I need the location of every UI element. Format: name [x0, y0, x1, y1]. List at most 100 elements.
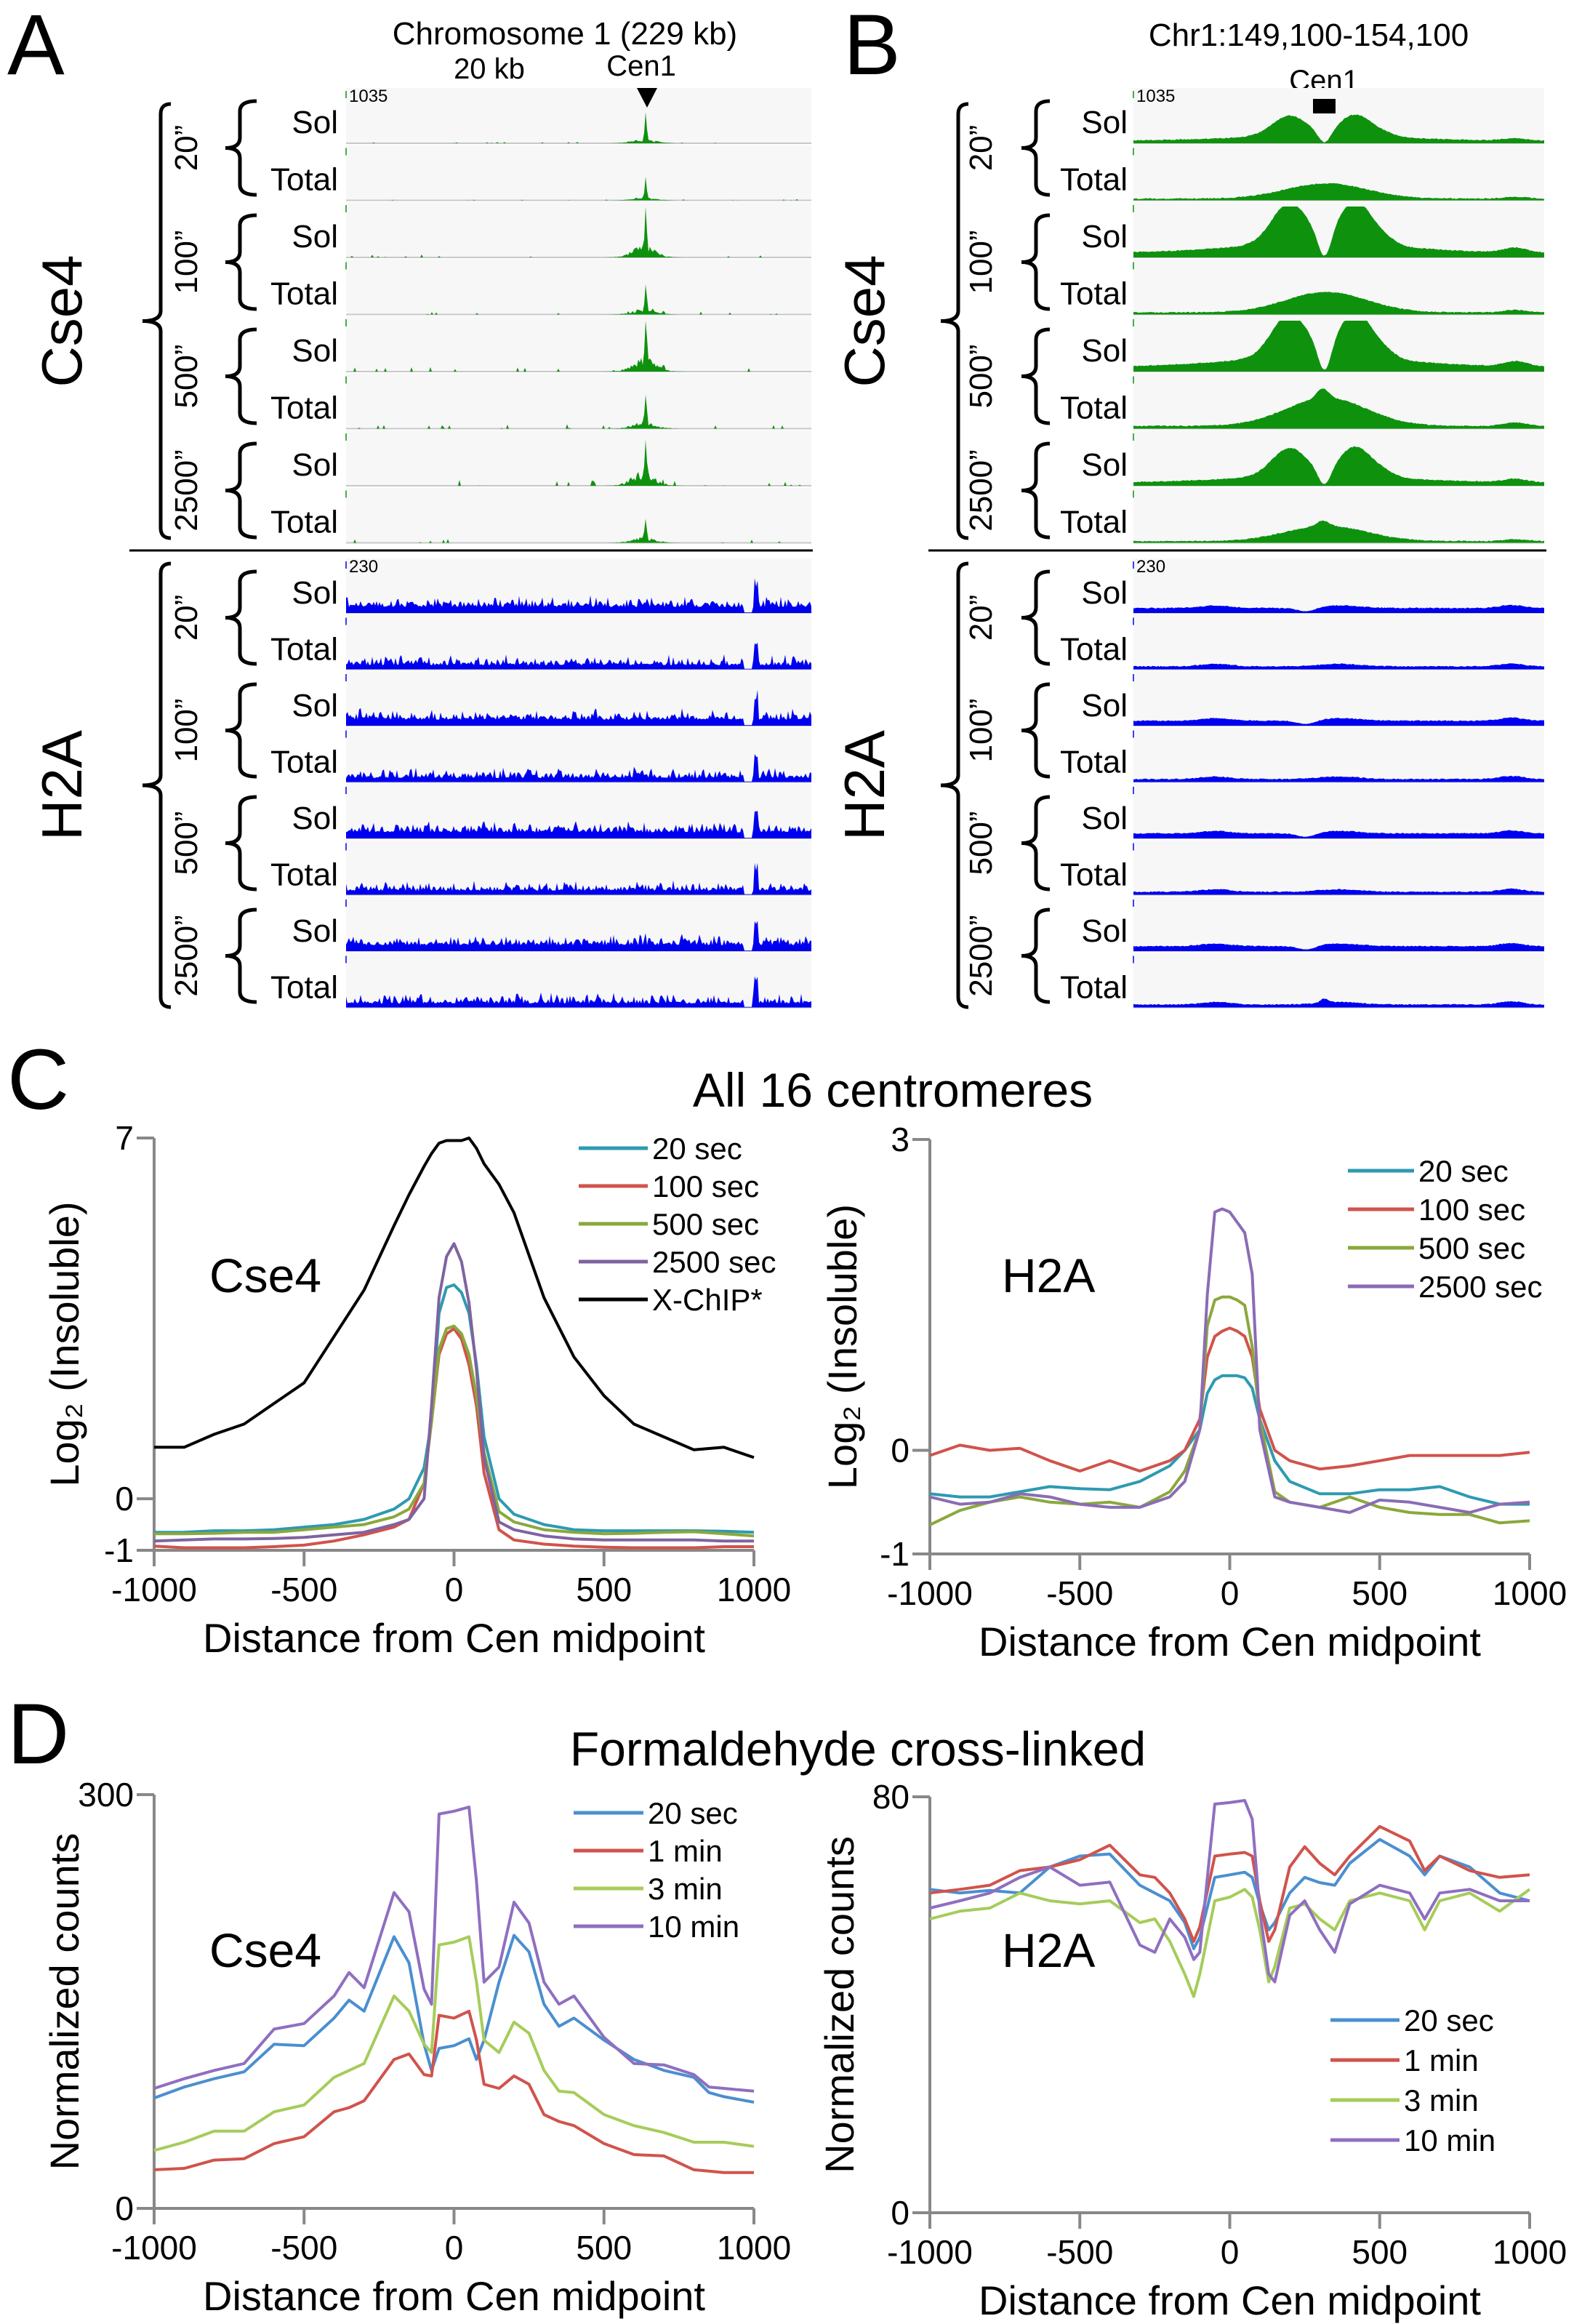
track-h2a-sol: Sol [292, 897, 811, 952]
y-tick-label: -1 [880, 1535, 910, 1573]
y-tick-label: 80 [872, 1778, 910, 1816]
fraction-label: Sol [1081, 575, 1128, 611]
time-brace [1021, 213, 1051, 311]
track-cse4-total: Total [270, 487, 811, 544]
series-line-20-sec [153, 1934, 755, 2104]
data-range-label: 230 [1136, 557, 1165, 577]
track-background [346, 202, 811, 257]
track-cse4-sol: Sol [1081, 316, 1544, 372]
time-brace [1021, 99, 1051, 197]
track-background [346, 373, 811, 429]
legend-item-100-sec: 100 sec [1348, 1193, 1525, 1227]
x-tick-label: -1000 [887, 2233, 973, 2271]
series-line-1-min [929, 1824, 1530, 1943]
track-background [346, 145, 811, 201]
track-background [346, 430, 811, 486]
coverage-track [346, 810, 811, 838]
chart-protein-label: Cse4 [209, 1249, 321, 1302]
fraction-label: Total [1060, 276, 1128, 312]
legend-label: 1 min [1404, 2043, 1479, 2077]
x-tick-label: 500 [576, 1571, 632, 1608]
track-h2a-total: Total [1060, 727, 1544, 783]
legend-label: 2500 sec [1418, 1270, 1542, 1304]
time-brace [225, 99, 257, 197]
track-background [346, 316, 811, 372]
track-background [346, 614, 811, 670]
track-h2a-sol: Sol [1081, 671, 1544, 726]
legend-label: 100 sec [1418, 1193, 1525, 1227]
legend-item-20-sec: 20 sec [579, 1131, 742, 1166]
coverage-track [1133, 830, 1544, 838]
coverage-track [346, 578, 811, 613]
chart-c-cse4: -1000 -500 0 500 1000 -1 0 7 Distance from Cen m… [41, 1119, 791, 1661]
group-label: H2A [832, 730, 896, 841]
legend-item-3-min: 3 min [1330, 2083, 1479, 2117]
track-h2a-sol: Sol [292, 671, 811, 726]
group-brace [142, 102, 172, 540]
series-line-1-min [153, 2009, 754, 2174]
fraction-label: Total [1060, 970, 1128, 1006]
x-tick-label: -500 [270, 2229, 337, 2267]
legend-item-500-sec: 500 sec [579, 1207, 759, 1241]
data-range-label: 1035 [349, 87, 388, 106]
x-tick-label: -500 [1046, 1574, 1113, 1612]
fraction-label: Sol [1081, 688, 1128, 724]
panel-c-insoluble-profiles: C All 16 centromeres [7, 1032, 1093, 1128]
legend-label: X-ChIP* [652, 1283, 763, 1317]
track-background [346, 727, 811, 782]
coverage-track [1133, 388, 1544, 429]
series-line-3-min [153, 1935, 755, 2152]
time-brace [1021, 441, 1051, 540]
x-tick-label: -500 [270, 1571, 337, 1608]
y-tick-label: 3 [891, 1121, 910, 1158]
time-label: 2500” [169, 449, 204, 532]
track-h2a-sol: Sol [292, 558, 811, 614]
track-group-cse4: Sol Total Sol Total Sol Total Sol Total 1035 Cse4… [832, 87, 1544, 544]
series-line-10-min [929, 1799, 1530, 1984]
x-tick-label: 500 [1352, 2233, 1408, 2271]
legend-item-10-min: 10 min [1330, 2123, 1495, 2157]
x-axis-title: Distance from Cen midpoint [203, 2273, 705, 2319]
legend-item-2500-sec: 2500 sec [1348, 1270, 1542, 1304]
fraction-label: Total [1060, 745, 1128, 780]
y-tick-label: 0 [115, 2189, 134, 2227]
panel-a-genome-tracks: A Chromosome 1 (229 kb) 20 kb Cen1 Sol To… [7, 0, 813, 1009]
fraction-label: Sol [292, 105, 338, 140]
x-tick-label: -1000 [887, 1574, 973, 1612]
panel-letter-c: C [7, 1032, 69, 1128]
centromere-marker-triangle [637, 88, 657, 108]
legend-label: 20 sec [1404, 2003, 1494, 2037]
time-brace [225, 327, 257, 425]
data-range-label: 1035 [1136, 87, 1175, 106]
scale-bar-label: 20 kb [454, 53, 525, 85]
coverage-track [346, 689, 811, 726]
track-group-cse4: Sol Total Sol Total Sol Total Sol Total 1035 Cse4… [30, 87, 811, 544]
coverage-track [1133, 446, 1544, 486]
fraction-label: Sol [1081, 801, 1128, 836]
fraction-label: Total [270, 276, 338, 312]
track-h2a-total: Total [1060, 614, 1544, 670]
group-brace [940, 102, 969, 540]
fraction-label: Total [270, 745, 338, 780]
x-axis-title: Distance from Cen midpoint [979, 2277, 1481, 2323]
legend-label: 20 sec [1418, 1154, 1509, 1188]
y-tick-label: -1 [104, 1531, 134, 1569]
legend-item-10-min: 10 min [574, 1910, 739, 1944]
track-cse4-sol: Sol [292, 430, 811, 486]
fraction-label: Total [270, 162, 338, 198]
coverage-track [1133, 888, 1544, 895]
coverage-track [1133, 183, 1544, 201]
fraction-label: Sol [1081, 333, 1128, 369]
coverage-track [1133, 998, 1544, 1008]
time-label: 500” [963, 344, 999, 408]
time-brace [1021, 569, 1051, 666]
track-h2a-total: Total [270, 727, 811, 783]
x-tick-label: 1000 [717, 1571, 791, 1608]
coverage-track [1133, 207, 1544, 257]
track-h2a-total: Total [270, 840, 811, 896]
track-cse4-total: Total [1060, 259, 1544, 316]
panel-c-title: All 16 centromeres [693, 1063, 1093, 1117]
time-label: 20” [963, 595, 999, 641]
legend-item-1-min: 1 min [1330, 2043, 1479, 2077]
